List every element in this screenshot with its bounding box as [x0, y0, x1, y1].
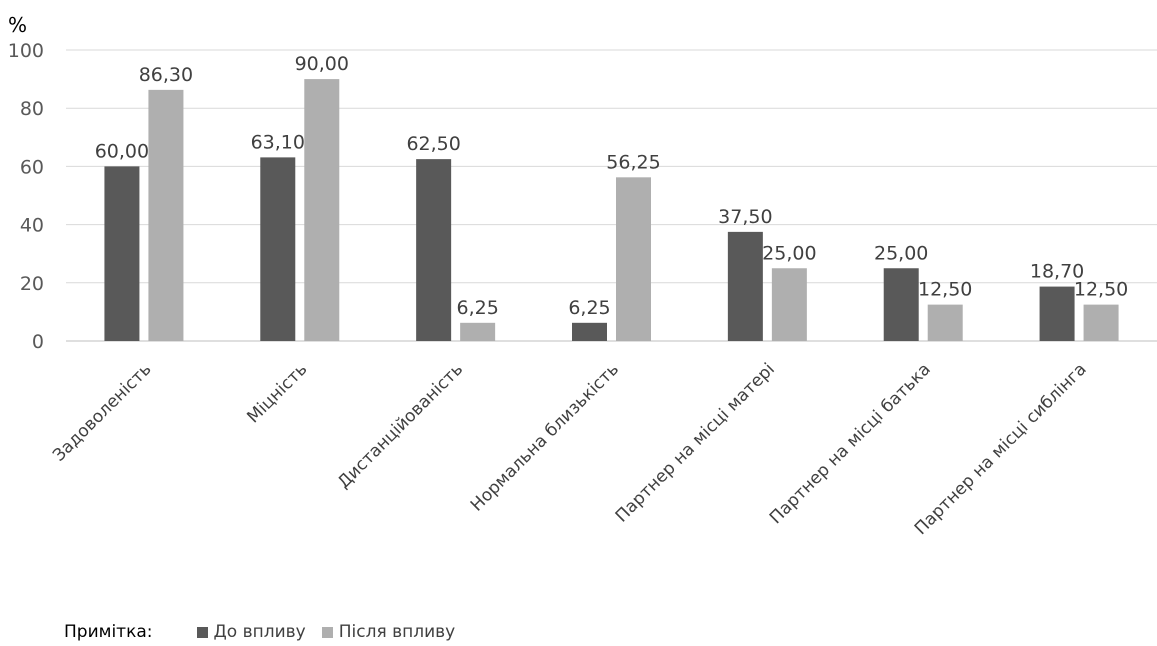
- category-label: Задоволеність: [49, 359, 155, 465]
- bar-chart: % 0 20 40 60 80 100 60,00 86,30 Задоволеність 63,1…: [8, 13, 1157, 539]
- data-label-after: 90,00: [295, 53, 349, 75]
- category-label: Партнер на місці сиблінга: [911, 359, 1091, 539]
- bar-before: [416, 159, 452, 341]
- note-label: Примітка:: [64, 622, 153, 642]
- legend: Примітка: До впливу Після впливу: [64, 622, 471, 642]
- legend-item-after: Після впливу: [321, 622, 456, 642]
- bar-after: [1083, 304, 1119, 341]
- bar-after: [304, 79, 340, 341]
- data-label-before: 25,00: [874, 242, 928, 264]
- data-label-after: 12,50: [918, 279, 972, 301]
- data-label-before: 63,10: [251, 131, 305, 153]
- bar-before: [572, 322, 607, 341]
- bar-after: [460, 322, 496, 341]
- legend-item-before: До впливу: [196, 622, 306, 642]
- bar-after: [771, 268, 807, 341]
- data-label-after: 12,50: [1074, 279, 1128, 301]
- category-label: Партнер на місці батька: [766, 359, 935, 528]
- category-label: Міцність: [243, 359, 311, 427]
- data-label-before: 6,25: [568, 297, 610, 319]
- data-label-after: 6,25: [456, 297, 498, 319]
- data-label-after: 25,00: [762, 242, 816, 264]
- bar-after: [927, 304, 963, 341]
- bar-before: [260, 157, 296, 341]
- legend-swatch-after: [321, 626, 333, 638]
- bar-after: [616, 177, 651, 341]
- data-label-before: 18,70: [1030, 261, 1084, 283]
- bar-before: [1039, 286, 1075, 341]
- bar-before: [883, 268, 919, 341]
- category-label: Дистанційованість: [334, 359, 467, 492]
- y-axis-label: %: [8, 13, 27, 37]
- y-tick-label: 0: [32, 331, 44, 353]
- data-label-before: 37,50: [718, 206, 772, 228]
- legend-swatch-before: [196, 626, 208, 638]
- bar-before: [104, 166, 140, 341]
- bar-after: [148, 89, 184, 341]
- category-label: Нормальна близькість: [467, 359, 623, 515]
- data-label-after: 56,25: [606, 151, 660, 173]
- legend-label-after: Після впливу: [338, 622, 456, 642]
- y-tick-label: 80: [20, 98, 44, 120]
- y-tick-label: 20: [20, 273, 44, 295]
- y-tick-label: 60: [20, 156, 44, 178]
- data-label-before: 62,50: [406, 133, 460, 155]
- y-tick-label: 100: [8, 40, 44, 62]
- legend-label-before: До впливу: [213, 622, 306, 642]
- y-tick-label: 40: [20, 215, 44, 237]
- data-label-before: 60,00: [95, 140, 149, 162]
- category-label: Партнер на місці матері: [612, 359, 779, 526]
- bar-before: [727, 231, 763, 341]
- data-label-after: 86,30: [139, 64, 193, 86]
